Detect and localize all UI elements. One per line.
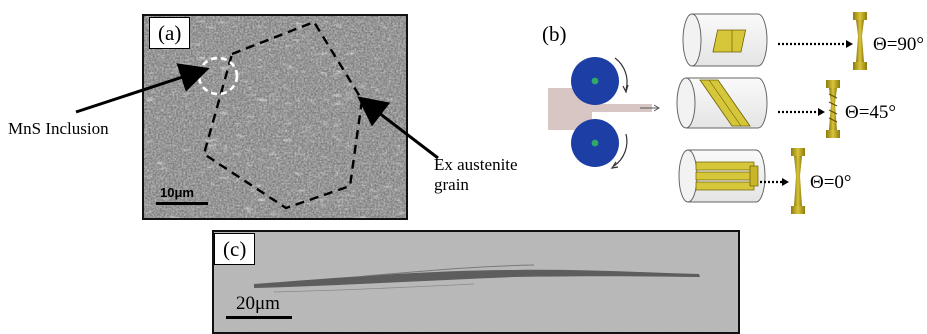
- theta-90-label: Θ=90°: [873, 34, 925, 55]
- cylinder-45: [676, 77, 768, 129]
- mns-inclusion-marker: [197, 56, 239, 96]
- upper-roller-rotation-arrow: [614, 57, 628, 91]
- specimen-90: [853, 12, 867, 70]
- specimen-orientation-diagram: [676, 12, 867, 214]
- panel-b-tag: (b): [542, 22, 567, 46]
- panel-c-scale-bar: [226, 316, 292, 319]
- austenite-label-line2: grain: [434, 175, 469, 194]
- specimen-0: [791, 148, 805, 214]
- mns-arrow: [75, 63, 210, 114]
- elongated-inclusion: [254, 269, 700, 288]
- cylinder-90: [682, 13, 768, 67]
- panel-c-tag: (c): [214, 233, 256, 265]
- cylinder-0: [678, 149, 766, 203]
- theta-0-label: Θ=0°: [810, 172, 852, 193]
- panel-a-scale-bar: [156, 202, 208, 205]
- panel-a-tag: (a): [149, 17, 191, 49]
- rolling-mill-diagram: [548, 57, 660, 169]
- panel-a-scale-label: 10μm: [160, 185, 194, 200]
- panel-a-annotations: [75, 63, 439, 160]
- austenite-arrow: [357, 96, 439, 160]
- austenite-label-line1: Ex austenite: [434, 155, 518, 174]
- panel-c-micrograph: [214, 232, 738, 332]
- panel-c-scale-label: 20μm: [236, 293, 280, 314]
- lower-roller-rotation-arrow: [613, 133, 628, 167]
- panel-c-sem-image: 20μm: [212, 230, 740, 334]
- theta-45-label: Θ=45°: [845, 102, 897, 123]
- mns-inclusion-label: MnS Inclusion: [8, 119, 109, 138]
- rolled-sheet: [548, 88, 652, 130]
- specimen-45: [826, 80, 840, 138]
